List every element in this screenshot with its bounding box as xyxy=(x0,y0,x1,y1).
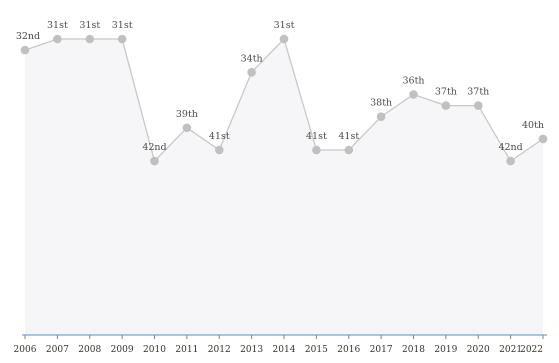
x-tick-label-2019: 2019 xyxy=(434,345,457,355)
data-label-2006: 32nd xyxy=(16,31,40,42)
data-point-2010 xyxy=(150,156,159,166)
data-point-2018 xyxy=(409,90,418,99)
x-tick-label-2010: 2010 xyxy=(143,345,166,355)
data-label-2007: 31st xyxy=(47,20,68,31)
data-label-2016: 41st xyxy=(338,131,359,142)
x-tick-label-2009: 2009 xyxy=(111,345,134,355)
data-point-2014 xyxy=(279,34,289,44)
data-label-2021: 42nd xyxy=(498,142,522,153)
data-label-2019: 37th xyxy=(435,87,457,98)
data-label-2014: 31st xyxy=(274,20,295,31)
data-label-2022: 40th xyxy=(522,120,544,131)
data-label-2020: 37th xyxy=(467,87,489,98)
x-tick-label-2020: 2020 xyxy=(467,345,490,355)
x-tick-label-2012: 2012 xyxy=(208,345,231,355)
data-label-2017: 38th xyxy=(370,98,392,109)
data-label-2011: 39th xyxy=(176,109,198,120)
data-label-2013: 34th xyxy=(241,53,263,64)
x-tick-label-2014: 2014 xyxy=(273,345,296,355)
x-axis-tick-labels: 2006 2007 2008 2009 2010 2011 2012 2013 2014 2015… xyxy=(14,345,543,355)
data-point-2012 xyxy=(215,145,224,155)
data-point-2011 xyxy=(182,123,192,133)
data-label-2018: 36th xyxy=(402,76,424,87)
x-axis-ticks xyxy=(24,335,544,339)
x-tick-label-2007: 2007 xyxy=(46,345,69,355)
data-label-2012: 41st xyxy=(209,131,230,142)
data-point-2021 xyxy=(506,156,515,166)
data-point-2013 xyxy=(247,68,256,77)
x-tick-label-2017: 2017 xyxy=(370,345,393,355)
data-point-2008 xyxy=(85,34,95,44)
data-point-2006 xyxy=(20,45,30,55)
data-point-2016 xyxy=(344,145,354,155)
x-tick-label-2016: 2016 xyxy=(337,345,360,355)
x-tick-label-2022: 2022 xyxy=(520,345,543,355)
x-tick-label-2011: 2011 xyxy=(175,345,198,355)
x-tick-label-2008: 2008 xyxy=(78,345,101,355)
data-point-2019 xyxy=(441,101,451,110)
data-point-2015 xyxy=(312,145,321,155)
x-tick-label-2015: 2015 xyxy=(305,345,328,355)
data-points xyxy=(20,34,548,166)
data-label-2015: 41st xyxy=(306,131,327,142)
x-tick-label-2006: 2006 xyxy=(14,345,37,355)
x-tick-label-2018: 2018 xyxy=(402,345,425,355)
x-tick-label-2021: 2021 xyxy=(499,345,522,355)
data-point-2017 xyxy=(376,112,386,121)
area-fill xyxy=(25,39,543,335)
data-point-2009 xyxy=(117,34,127,44)
data-label-2009: 31st xyxy=(112,20,133,31)
data-label-2008: 31st xyxy=(79,20,100,31)
x-tick-label-2013: 2013 xyxy=(240,345,263,355)
data-labels: 32nd 31st 31st 31st 42nd 39th 41st 34th 31st 41st… xyxy=(16,20,544,153)
data-point-2022 xyxy=(538,134,548,144)
data-point-2020 xyxy=(474,101,483,110)
data-point-2007 xyxy=(53,34,62,44)
data-label-2010: 42nd xyxy=(142,142,166,153)
